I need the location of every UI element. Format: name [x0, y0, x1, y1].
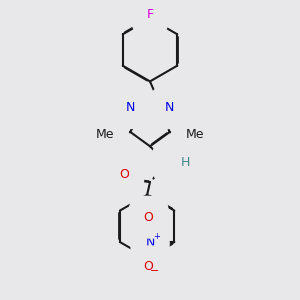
- Text: O: O: [119, 168, 129, 182]
- Text: O: O: [144, 211, 154, 224]
- Text: −: −: [150, 266, 160, 277]
- Text: O: O: [144, 260, 154, 273]
- Text: N: N: [146, 236, 155, 248]
- Text: N: N: [167, 155, 176, 169]
- Text: +: +: [153, 232, 160, 242]
- Text: Me: Me: [186, 128, 205, 141]
- Text: Me: Me: [95, 128, 114, 141]
- Text: N: N: [126, 101, 135, 114]
- Text: N: N: [165, 101, 174, 114]
- Text: H: H: [181, 155, 190, 169]
- Text: F: F: [146, 8, 154, 21]
